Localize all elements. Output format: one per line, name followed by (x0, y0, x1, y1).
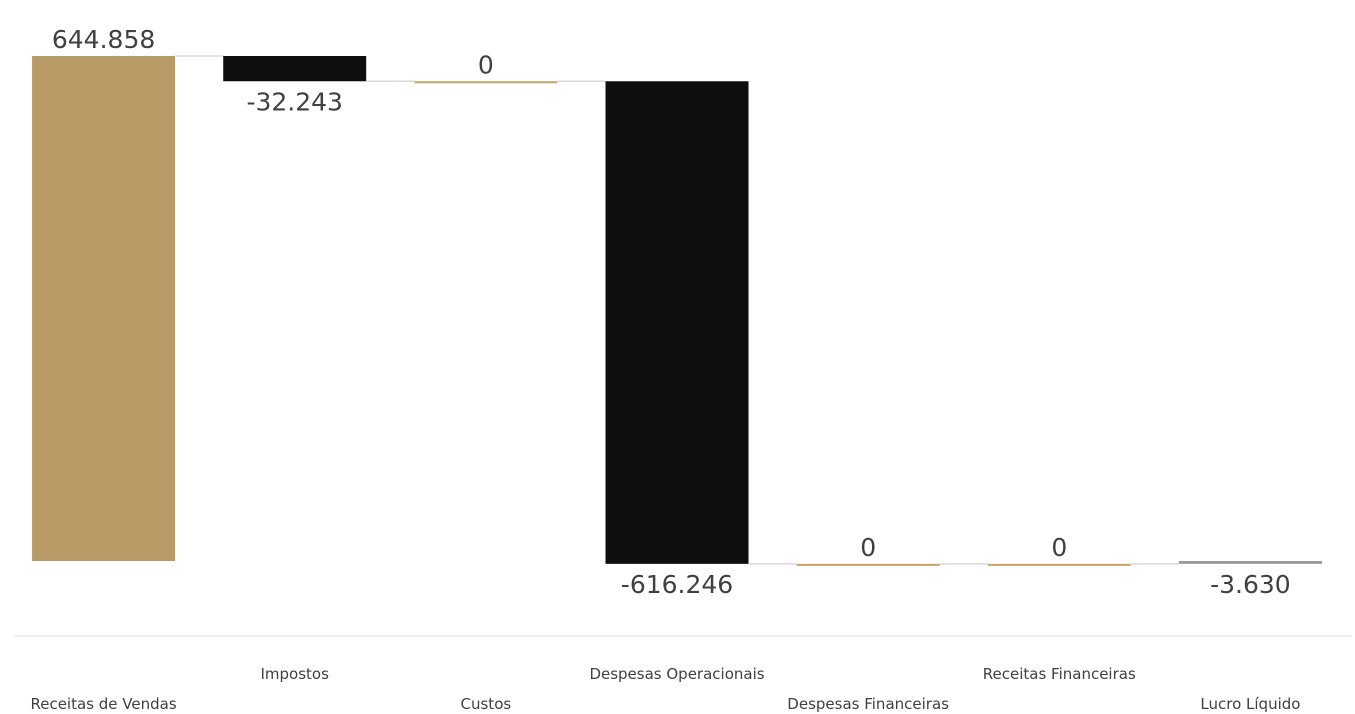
x-tick-label: Despesas Financeiras (787, 695, 949, 713)
data-label: 0 (478, 50, 494, 79)
bar (796, 563, 940, 566)
data-label: 0 (860, 533, 876, 562)
bar (414, 81, 558, 84)
x-tick-label: Custos (461, 695, 512, 713)
bar (32, 56, 176, 561)
x-tick-label: Receitas Financeiras (983, 665, 1136, 683)
bar (223, 56, 367, 82)
data-label: -3.630 (1210, 570, 1291, 599)
data-label: -32.243 (246, 87, 343, 116)
bar (1178, 561, 1322, 564)
data-label: -616.246 (621, 570, 733, 599)
data-label: 0 (1051, 533, 1067, 562)
x-tick-label: Receitas de Vendas (30, 695, 176, 713)
x-tick-label: Impostos (260, 665, 329, 683)
data-label: 644.858 (52, 25, 155, 54)
bar (987, 563, 1131, 566)
x-tick-label: Lucro Líquido (1200, 695, 1300, 713)
bar (605, 81, 749, 564)
x-tick-label: Despesas Operacionais (589, 665, 764, 683)
